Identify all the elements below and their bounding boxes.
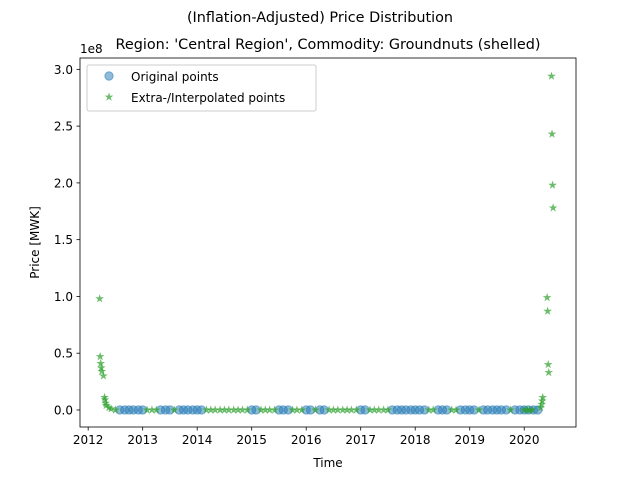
interpolated-point <box>474 405 484 414</box>
legend: Original points Extra-/Interpolated poin… <box>86 64 317 112</box>
interpolated-point <box>542 292 552 302</box>
interpolated-point <box>260 405 270 414</box>
interpolated-point <box>374 405 384 414</box>
legend-marker-interpolated <box>104 92 114 101</box>
x-axis-label: Time <box>312 456 342 470</box>
interpolated-point <box>169 405 179 414</box>
interpolated-point <box>365 405 375 414</box>
interpolated-point <box>547 71 556 80</box>
y-tick-label: 0.0 <box>54 403 73 417</box>
interpolated-point <box>544 367 554 377</box>
interpolated-point <box>111 405 120 414</box>
interpolated-point <box>202 405 211 414</box>
interpolated-point <box>104 403 114 412</box>
legend-frame <box>86 64 317 112</box>
interpolated-point <box>256 405 266 414</box>
interpolated-point <box>97 366 107 376</box>
interpolated-point <box>333 405 343 414</box>
interpolated-point <box>538 392 548 402</box>
points-layer <box>95 71 558 415</box>
interpolated-point <box>95 352 105 361</box>
interpolated-point <box>547 129 557 138</box>
x-axis-ticks: 2012 2013 2014 2015 2016 2017 2018 2019 2020 <box>73 427 540 447</box>
plot-area <box>80 58 576 427</box>
x-tick-label: 2012 <box>73 433 104 447</box>
y-tick-label: 3.0 <box>54 63 73 77</box>
interpolated-point <box>537 399 547 409</box>
plot-frame <box>79 57 577 428</box>
y-tick-label: 1.0 <box>54 290 73 304</box>
figure-suptitle: (Inflation-Adjusted) Price Distribution <box>187 10 453 26</box>
interpolated-point <box>536 403 545 412</box>
interpolated-point <box>338 405 348 414</box>
interpolated-point <box>106 404 116 413</box>
interpolated-point <box>210 405 220 414</box>
interpolated-point <box>99 371 108 380</box>
x-tick-label: 2016 <box>291 433 322 447</box>
interpolated-point <box>451 405 461 414</box>
interpolated-point <box>96 358 106 368</box>
interpolated-point <box>369 405 379 414</box>
legend-label-interpolated: Extra-/Interpolated points <box>131 91 285 105</box>
legend-label-original: Original points <box>131 70 219 84</box>
interpolated-point <box>329 405 338 414</box>
interpolated-point <box>151 405 161 414</box>
interpolated-point <box>351 405 361 414</box>
y-tick-label: 2.0 <box>54 176 73 190</box>
y-axis-ticks: 0.0 0.5 1.0 1.5 2.0 2.5 3.0 <box>54 63 80 417</box>
interpolated-point <box>548 180 557 189</box>
interpolated-point <box>548 203 558 212</box>
interpolated-point <box>506 405 515 414</box>
interpolated-point <box>96 363 106 372</box>
interpolated-point <box>543 306 553 315</box>
interpolated-point <box>342 405 352 414</box>
interpolated-point <box>347 405 356 414</box>
interpolated-point <box>220 405 229 414</box>
x-tick-label: 2019 <box>454 433 485 447</box>
interpolated-point <box>428 405 438 414</box>
interpolated-point <box>424 405 434 414</box>
y-tick-label: 0.5 <box>54 347 73 361</box>
interpolated-point <box>265 405 275 414</box>
x-tick-label: 2015 <box>236 433 267 447</box>
interpolated-point <box>142 405 152 414</box>
interpolated-point <box>95 294 104 303</box>
interpolated-point <box>447 405 457 414</box>
chart-title: Region: 'Central Region', Commodity: Gro… <box>116 37 541 53</box>
interpolated-point <box>292 405 302 414</box>
y-tick-label: 2.5 <box>54 120 73 134</box>
interpolated-point <box>543 359 553 369</box>
interpolated-point <box>242 405 252 414</box>
interpolated-point <box>238 405 247 414</box>
interpolated-point <box>206 405 216 414</box>
interpolated-point <box>288 405 297 414</box>
interpolated-point <box>537 396 547 405</box>
interpolated-point <box>215 405 225 414</box>
interpolated-point <box>311 405 320 414</box>
y-axis-label: Price [MWK] <box>28 206 42 279</box>
interpolated-point <box>233 405 243 414</box>
interpolated-point <box>100 395 110 404</box>
x-tick-label: 2020 <box>509 433 540 447</box>
interpolated-point <box>147 405 157 414</box>
interpolated-point <box>297 405 307 414</box>
interpolated-point <box>270 405 279 414</box>
x-tick-label: 2017 <box>345 433 376 447</box>
legend-marker-original <box>104 71 114 81</box>
interpolated-point <box>528 405 537 414</box>
interpolated-point <box>101 400 111 410</box>
x-tick-label: 2014 <box>182 433 213 447</box>
x-tick-label: 2018 <box>400 433 431 447</box>
interpolated-point <box>224 405 234 414</box>
y-offset-label: 1e8 <box>80 42 103 56</box>
x-tick-label: 2013 <box>127 433 158 447</box>
y-tick-label: 1.5 <box>54 233 73 247</box>
interpolated-point <box>229 405 239 414</box>
interpolated-point <box>324 405 334 414</box>
interpolated-point <box>379 405 388 414</box>
interpolated-point <box>383 405 393 414</box>
